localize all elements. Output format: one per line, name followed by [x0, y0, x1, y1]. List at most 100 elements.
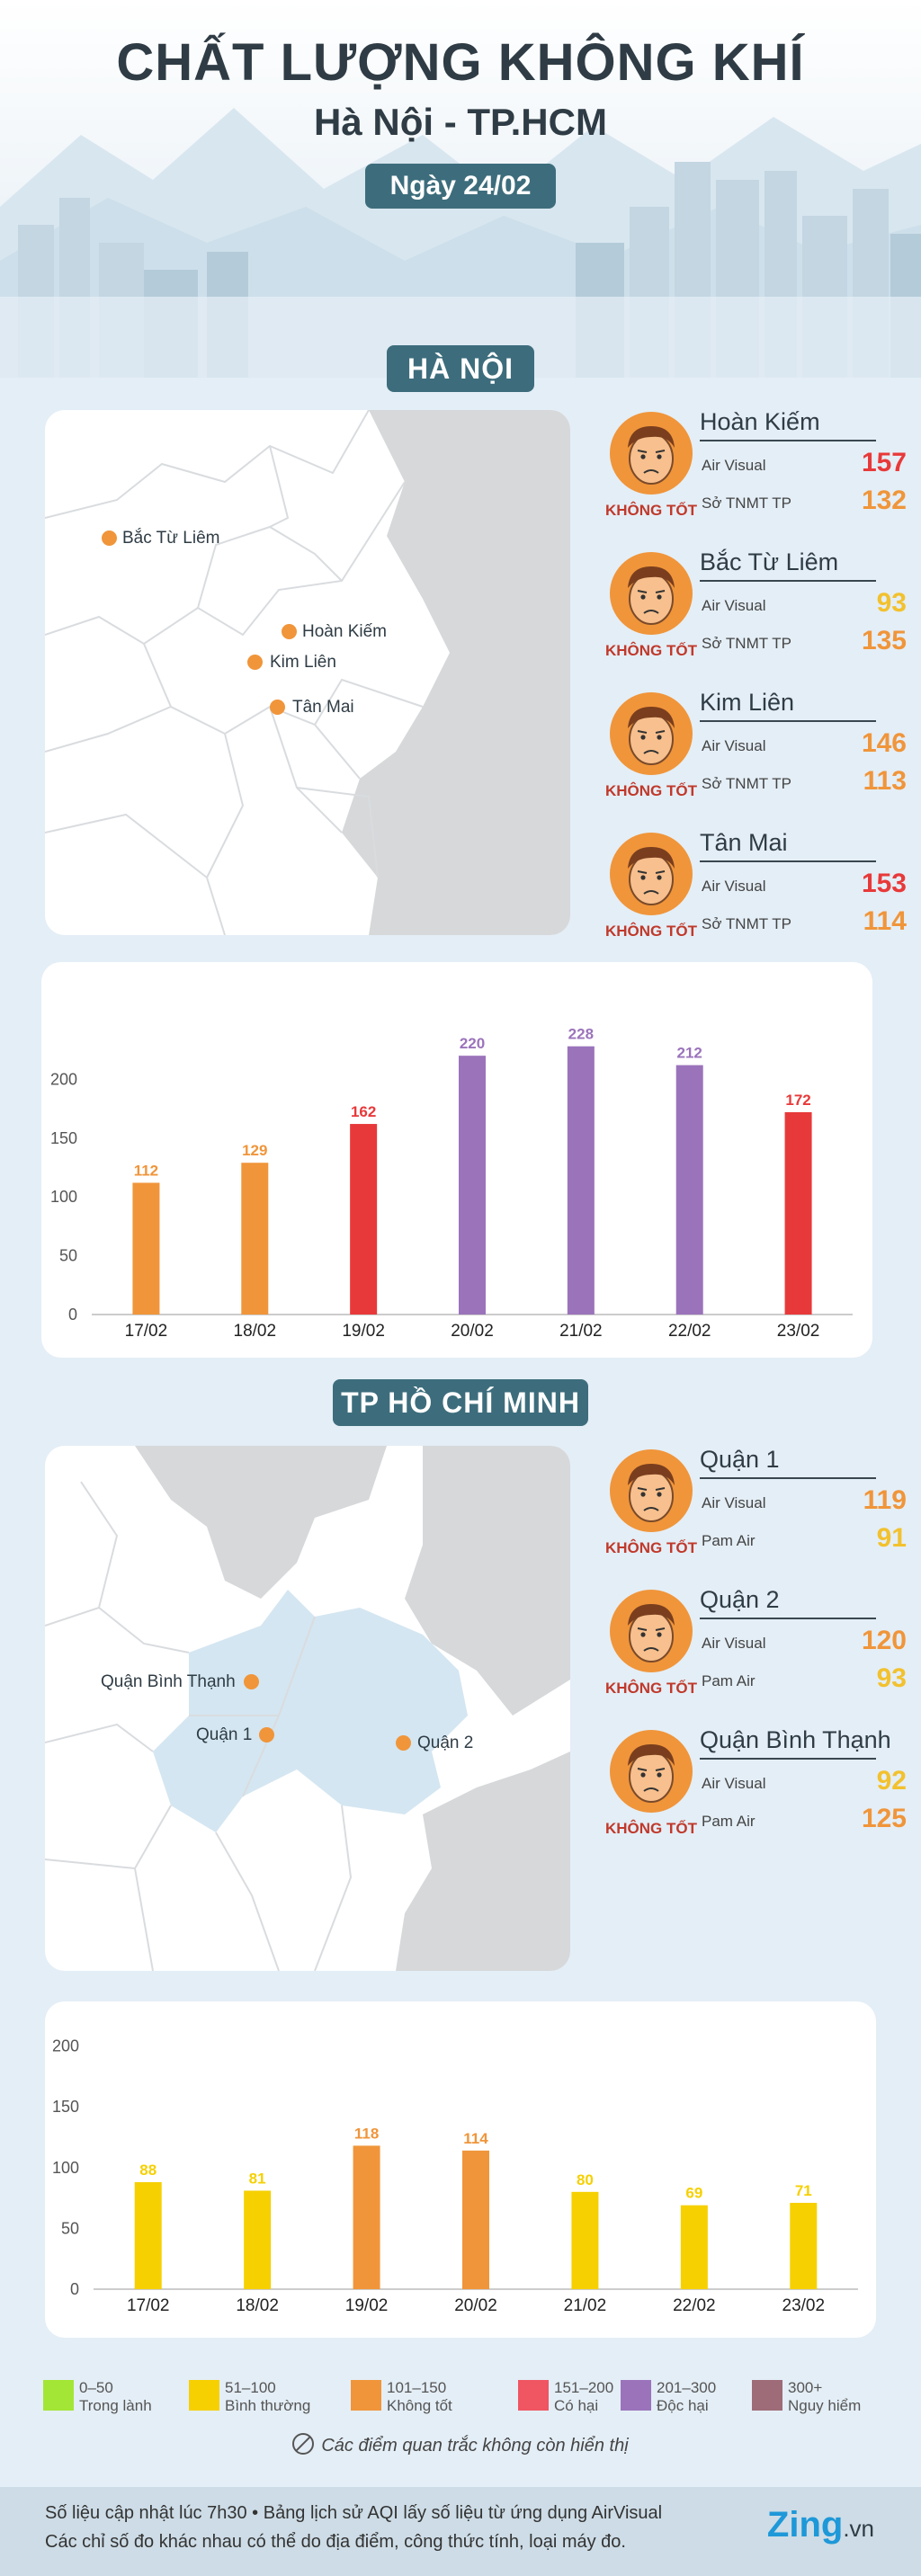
x-tick-label: 18/02: [234, 1322, 277, 1341]
x-tick-label: 21/02: [559, 1322, 603, 1341]
y-tick-label: 0: [68, 1306, 77, 1324]
x-tick-label: 22/02: [673, 2296, 716, 2315]
station-card: KHÔNG TỐT Bắc Từ Liêm Air Visual 93 Sở TNMT …: [590, 547, 921, 673]
station-name: Quận 1: [700, 1446, 876, 1479]
station-name: Kim Liên: [700, 689, 876, 722]
sad-face-icon: [610, 1449, 693, 1532]
map-label-bac-tu-liem: Bắc Từ Liêm: [122, 529, 220, 548]
page-title: CHẤT LƯỢNG KHÔNG KHÍ: [116, 33, 805, 92]
source-1-label: Air Visual: [702, 1775, 766, 1792]
logo-text: Zing: [766, 2505, 844, 2545]
legend-range: 201–300: [657, 2379, 717, 2396]
logo-suffix: .vn: [843, 2515, 874, 2542]
bar: [567, 1046, 595, 1315]
zing-logo[interactable]: Zing.vn: [767, 2505, 874, 2545]
bar-value-label: 88: [139, 2162, 156, 2179]
status-label: KHÔNG TỐT: [605, 1680, 697, 1697]
sad-face-icon: [610, 1590, 693, 1672]
station-name: Quận Bình Thạnh: [700, 1726, 891, 1760]
y-tick-label: 150: [52, 2098, 79, 2116]
hanoi-aqi-chart: 0 50 100 150 200 112 17/02 129 18/02 162 19/02 220 2…: [41, 962, 872, 1358]
status-label: KHÔNG TỐT: [605, 502, 697, 519]
station-card: KHÔNG TỐT Kim Liên Air Visual 146 Sở TNMT TP…: [590, 687, 921, 813]
hanoi-map-shape: [45, 410, 570, 935]
source-1-value: 146: [861, 728, 907, 758]
map-marker: [259, 1727, 274, 1743]
bar-value-label: 212: [677, 1045, 702, 1062]
legend-desc: Trong lành: [79, 2397, 152, 2414]
station-card: KHÔNG TỐT Hoàn Kiếm Air Visual 157 Sở TNMT T…: [590, 406, 921, 532]
city-skyline-illustration: [0, 108, 921, 378]
source-2-label: Pam Air: [702, 1813, 756, 1830]
bar-value-label: 220: [460, 1035, 485, 1052]
map-label-quan-2: Quận 2: [417, 1734, 474, 1752]
y-tick-label: 50: [59, 1247, 77, 1265]
bar: [680, 2205, 708, 2289]
legend-range: 51–100: [225, 2379, 276, 2396]
source-1-label: Air Visual: [702, 457, 766, 474]
bar-value-label: 69: [685, 2185, 702, 2202]
bar: [790, 2202, 818, 2289]
source-2-value: 93: [876, 1663, 907, 1693]
legend-item: 0–50 Trong lành: [43, 2377, 187, 2417]
sad-face-icon: [610, 692, 693, 775]
x-tick-label: 18/02: [236, 2296, 279, 2315]
station-card: KHÔNG TỐT Quận 1 Air Visual 119 Pam Air 91: [590, 1444, 921, 1570]
bar: [571, 2191, 599, 2289]
legend-item: 51–100 Bình thường: [189, 2377, 333, 2417]
hcm-map: Quận Bình Thạnh Quận 1 Quận 2: [45, 1446, 570, 1971]
y-tick-label: 200: [52, 2037, 79, 2055]
bar-value-label: 118: [354, 2125, 379, 2142]
section-title-hanoi: HÀ NỘI: [387, 345, 534, 392]
y-tick-label: 100: [50, 1188, 77, 1206]
source-1-value: 93: [876, 588, 907, 618]
x-tick-label: 21/02: [564, 2296, 607, 2315]
source-1-label: Air Visual: [702, 597, 766, 614]
map-marker: [102, 530, 117, 546]
legend-range: 101–150: [387, 2379, 447, 2396]
sad-face-icon: [610, 412, 693, 495]
y-tick-label: 100: [52, 2159, 79, 2177]
map-marker: [244, 1674, 259, 1689]
map-marker: [270, 700, 285, 715]
map-marker: [247, 655, 263, 670]
legend-swatch: [351, 2380, 381, 2411]
map-marker: [282, 624, 297, 639]
legend-swatch: [752, 2380, 782, 2411]
legend-swatch: [518, 2380, 549, 2411]
map-label-binh-thanh: Quận Bình Thạnh: [101, 1672, 236, 1691]
bar-value-label: 81: [249, 2170, 266, 2187]
bar: [675, 1065, 703, 1315]
map-label-kim-lien: Kim Liên: [270, 653, 336, 672]
hcm-aqi-chart-svg: 0 50 100 150 200 88 17/02 81 18/02 118 19/02 114 20/…: [52, 2037, 858, 2315]
legend-item: 151–200 Có hại: [518, 2377, 662, 2417]
legend-swatch: [43, 2380, 74, 2411]
legend-range: 0–50: [79, 2379, 113, 2396]
status-label: KHÔNG TỐT: [605, 1820, 697, 1837]
source-2-label: Sở TNMT TP: [702, 915, 791, 932]
section-title-hcm: TP HỒ CHÍ MINH: [333, 1379, 588, 1426]
footer-source-line: Số liệu cập nhật lúc 7h30 • Bảng lịch sử…: [45, 2503, 663, 2523]
footer: Số liệu cập nhật lúc 7h30 • Bảng lịch sử…: [0, 2487, 921, 2576]
bar-value-label: 129: [242, 1142, 267, 1159]
bar-value-label: 172: [785, 1092, 810, 1109]
source-2-label: Pam Air: [702, 1532, 756, 1549]
x-tick-label: 19/02: [342, 1322, 385, 1341]
bar: [244, 2190, 272, 2289]
source-1-label: Air Visual: [702, 1635, 766, 1652]
legend-desc: Bình thường: [225, 2397, 311, 2414]
sad-face-icon: [610, 833, 693, 915]
status-label: KHÔNG TỐT: [605, 923, 697, 940]
bar: [353, 2145, 380, 2289]
no-display-text: Các điểm quan trắc không còn hiển thị: [321, 2436, 629, 2456]
x-tick-label: 20/02: [451, 1322, 494, 1341]
bar-value-label: 162: [351, 1103, 376, 1120]
legend-swatch: [189, 2380, 219, 2411]
x-tick-label: 20/02: [454, 2296, 497, 2315]
source-1-label: Air Visual: [702, 1494, 766, 1511]
x-tick-label: 23/02: [777, 1322, 820, 1341]
bar: [132, 1182, 160, 1315]
station-card: KHÔNG TỐT Tân Mai Air Visual 153 Sở TNMT TP 1…: [590, 827, 921, 953]
bar: [784, 1111, 812, 1315]
legend-range: 300+: [788, 2379, 823, 2396]
